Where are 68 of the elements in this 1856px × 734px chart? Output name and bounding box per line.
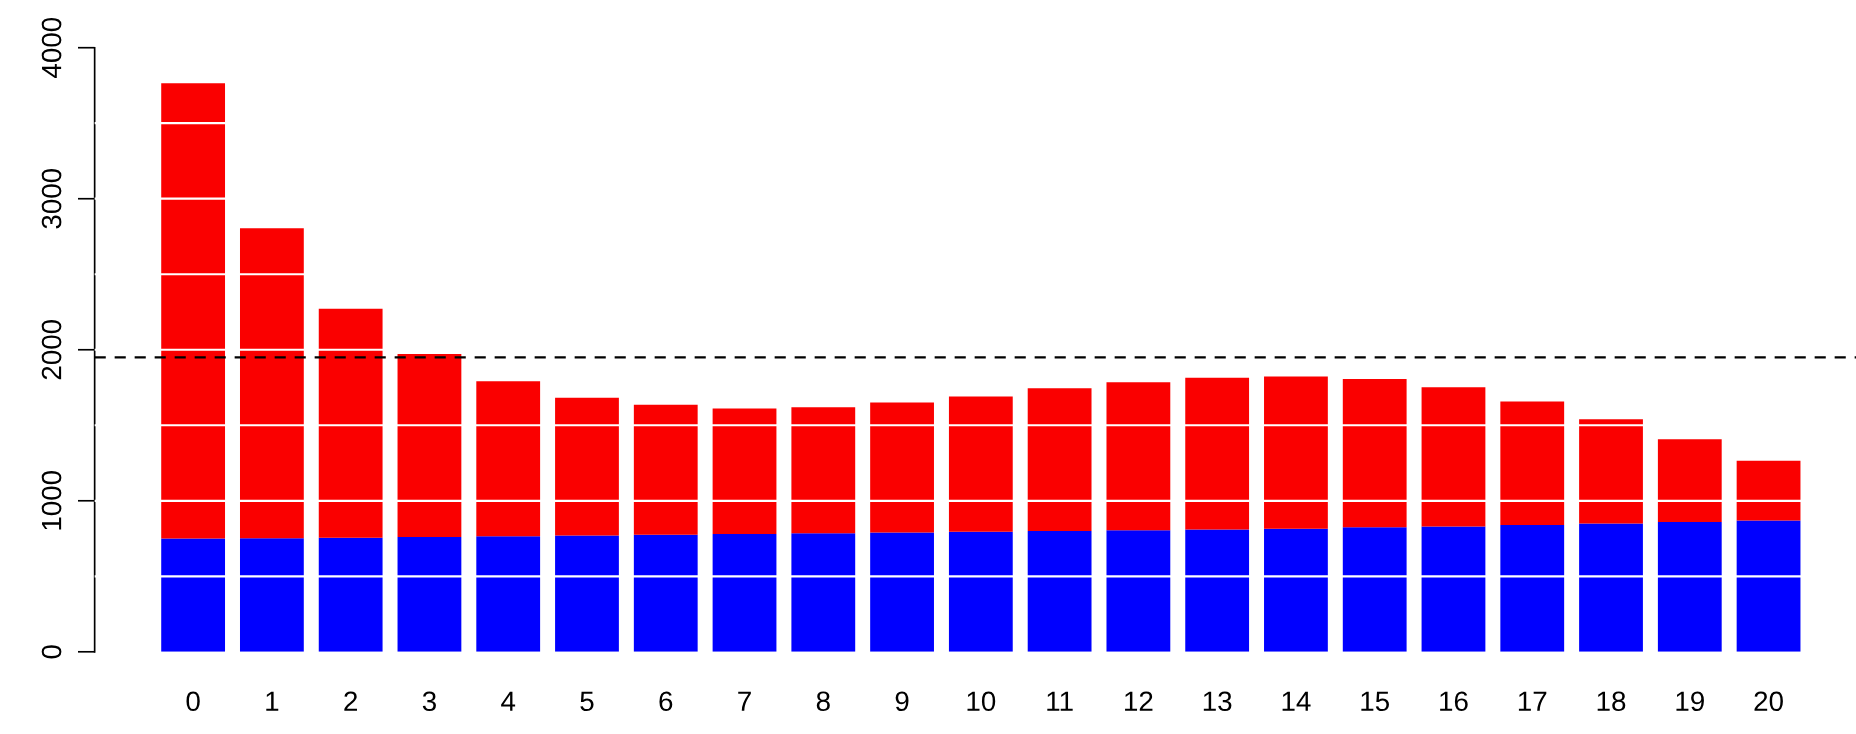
bar	[1421, 526, 1486, 652]
x-tick-label: 9	[895, 691, 909, 712]
x-tick-label: 4	[501, 691, 516, 711]
bar	[318, 308, 383, 538]
bar	[1657, 439, 1722, 522]
bar	[1342, 527, 1407, 652]
bar	[476, 536, 541, 652]
x-tick-label: 11	[1047, 691, 1073, 711]
x-tick-label: 20	[1754, 691, 1783, 712]
bar	[1579, 419, 1643, 524]
x-tick-label: 2	[344, 691, 357, 711]
bar	[870, 532, 934, 652]
y-tick-label: 2000	[41, 319, 62, 380]
y-tick-label: 4000	[41, 17, 62, 78]
bar	[1736, 460, 1801, 521]
x-tick-label: 10	[967, 691, 996, 712]
bar	[791, 533, 856, 652]
bar	[1185, 377, 1250, 530]
bar	[161, 538, 226, 652]
bar	[1500, 401, 1565, 525]
bar	[1264, 528, 1328, 652]
x-tick-label: 0	[186, 691, 200, 712]
bar	[161, 83, 226, 539]
bar	[397, 537, 462, 652]
bar	[948, 531, 1013, 652]
x-tick-label: 18	[1597, 691, 1626, 712]
x-tick-label: 17	[1518, 691, 1547, 711]
bar	[476, 381, 541, 537]
x-tick-label: 15	[1361, 691, 1389, 712]
x-tick-label: 8	[816, 691, 830, 712]
bar	[239, 538, 304, 652]
bar	[1579, 523, 1643, 652]
bar	[791, 407, 856, 534]
bar	[555, 535, 619, 652]
bar	[1264, 376, 1328, 529]
bar	[870, 402, 934, 533]
x-tick-label: 3	[422, 691, 436, 712]
bar	[1342, 378, 1407, 528]
bar	[633, 404, 698, 535]
x-tick-label: 13	[1203, 691, 1232, 712]
bar	[318, 537, 383, 652]
x-tick-label: 5	[580, 691, 594, 712]
bar	[948, 396, 1013, 532]
bar	[1421, 387, 1486, 527]
bar	[1185, 529, 1250, 652]
bar	[712, 534, 777, 652]
x-tick-label: 14	[1282, 691, 1311, 711]
x-tick-label: 7	[738, 691, 751, 711]
bar	[633, 534, 698, 652]
bar	[712, 408, 777, 534]
x-tick-label: 16	[1440, 691, 1468, 712]
y-tick-label: 3000	[41, 168, 62, 229]
bar	[397, 353, 462, 538]
bar	[1027, 530, 1092, 652]
x-tick-label: 12	[1125, 691, 1153, 711]
x-tick-label: 19	[1676, 691, 1704, 712]
bar	[1657, 521, 1722, 652]
x-tick-label: 6	[659, 691, 673, 712]
y-tick-label: 1000	[41, 470, 62, 530]
bar	[1736, 520, 1801, 652]
bar	[555, 397, 619, 536]
x-tick-label: 1	[266, 691, 279, 711]
bar	[239, 228, 304, 539]
bar	[1500, 524, 1565, 652]
bar	[1027, 388, 1092, 531]
bar	[1106, 530, 1171, 652]
y-tick-label: 0	[41, 645, 62, 659]
bar	[1106, 382, 1171, 531]
